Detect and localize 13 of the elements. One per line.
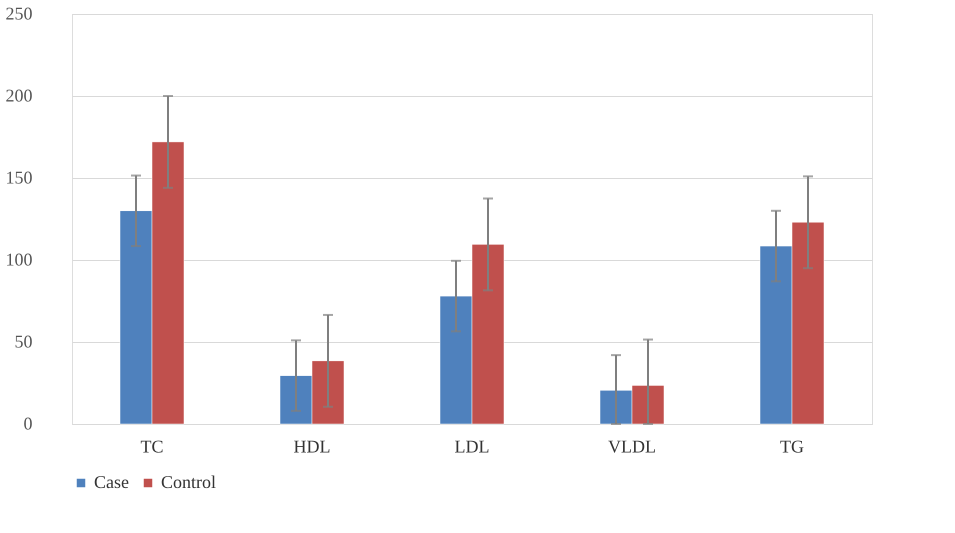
y-tick-label: 0 [24, 414, 32, 434]
y-tick-label: 150 [6, 168, 32, 188]
x-tick-label: LDL [454, 436, 490, 456]
y-tick-label: 50 [14, 332, 32, 352]
x-tick-label: VLDL [608, 436, 656, 456]
x-tick-label: TC [140, 436, 164, 456]
x-tick-label: TG [780, 436, 804, 456]
y-tick-label: 100 [6, 250, 32, 270]
legend-label: Control [161, 472, 216, 492]
x-tick-label: HDL [294, 436, 330, 456]
legend-label: Case [94, 472, 129, 492]
y-tick-label: 200 [6, 86, 32, 106]
y-tick-label: 250 [6, 4, 32, 24]
